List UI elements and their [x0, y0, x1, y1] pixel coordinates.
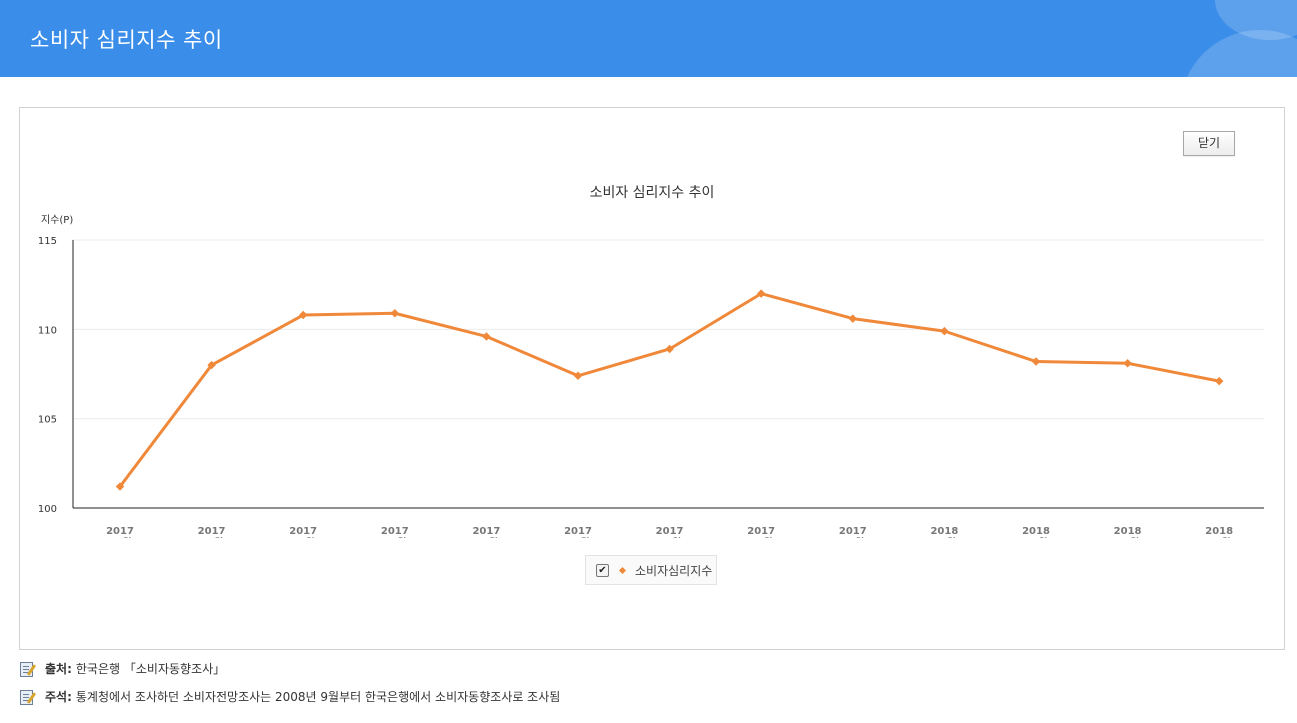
source-note: 출처: 한국은행 「소비자동향조사」 — [19, 660, 225, 677]
x-tick-label-year: 2018 — [1022, 526, 1050, 537]
x-tick-label-month: 02월 — [1024, 537, 1047, 538]
x-tick-label-year: 2018 — [930, 526, 958, 537]
note-icon — [19, 661, 37, 677]
legend-checkbox[interactable]: ✔ — [596, 563, 609, 577]
legend-series-label: 소비자심리지수 — [635, 563, 713, 578]
line-chart: 100105110115201704월201705월201706월201707월… — [38, 236, 1264, 538]
source-key: 출처: — [45, 662, 72, 676]
x-tick-label-month: 09월 — [566, 537, 589, 538]
x-tick-label-year: 2017 — [839, 526, 867, 537]
page-title: 소비자 심리지수 추이 — [30, 28, 223, 52]
x-tick-label-month: 06월 — [292, 537, 315, 538]
x-tick-label-month: 01월 — [933, 537, 956, 538]
x-tick-label-year: 2018 — [1205, 526, 1233, 537]
chart-panel: 닫기 소비자 심리지수 추이 지수(P) 100105110115201704월… — [19, 107, 1285, 650]
y-tick-label: 115 — [38, 236, 57, 247]
x-tick-label-year: 2017 — [381, 526, 409, 537]
data-point — [1123, 359, 1132, 368]
remark-text: 통계청에서 조사하던 소비자전망조사는 2008년 9월부터 한국은행에서 소비… — [75, 690, 561, 704]
legend-series-marker — [618, 566, 627, 574]
y-tick-label: 100 — [38, 504, 57, 515]
x-tick-label-month: 07월 — [383, 537, 406, 538]
source-text: 한국은행 「소비자동향조사」 — [75, 662, 226, 676]
data-point — [573, 371, 583, 381]
x-tick-label-month: 04월 — [1208, 537, 1231, 538]
data-point — [1214, 376, 1224, 386]
data-point — [298, 310, 308, 320]
x-tick-label-month: 04월 — [108, 537, 131, 538]
x-tick-label-year: 2017 — [289, 526, 317, 537]
y-tick-label: 105 — [38, 415, 57, 426]
x-tick-label-year: 2017 — [106, 526, 134, 537]
chart-title: 소비자 심리지수 추이 — [589, 185, 715, 201]
data-point — [665, 344, 674, 354]
y-tick-label: 110 — [38, 325, 57, 336]
x-tick-label-year: 2017 — [198, 526, 226, 537]
data-point — [848, 314, 858, 323]
x-tick-label-year: 2017 — [564, 526, 592, 537]
header-bar: 소비자 심리지수 추이 — [0, 0, 1297, 77]
x-tick-label-month: 12월 — [841, 537, 864, 538]
data-point — [115, 482, 125, 491]
x-tick-label-month: 11월 — [750, 537, 773, 538]
data-point — [1031, 357, 1041, 366]
header-decoration — [1215, 0, 1297, 40]
y-axis-unit-label: 지수(P) — [41, 215, 74, 226]
x-tick-label-year: 2017 — [656, 526, 684, 537]
x-tick-label-year: 2017 — [747, 526, 775, 537]
remark-note: 주석: 통계청에서 조사하던 소비자전망조사는 2008년 9월부터 한국은행에… — [19, 688, 560, 705]
x-tick-label-month: 10월 — [658, 537, 681, 538]
data-point — [482, 332, 491, 341]
remark-key: 주석: — [45, 690, 72, 704]
x-tick-label-month: 08월 — [475, 537, 498, 538]
x-tick-label-month: 03월 — [1116, 537, 1139, 538]
note-icon — [19, 689, 37, 705]
x-tick-label-year: 2017 — [472, 526, 500, 537]
x-tick-label-month: 05월 — [200, 537, 223, 538]
series-line — [118, 292, 1220, 488]
close-button[interactable]: 닫기 — [1183, 131, 1235, 156]
data-point — [940, 326, 949, 336]
chart-legend[interactable]: ✔ 소비자심리지수 — [585, 555, 717, 585]
data-point — [756, 289, 766, 298]
x-tick-label-year: 2018 — [1114, 526, 1142, 537]
data-point — [390, 309, 400, 318]
